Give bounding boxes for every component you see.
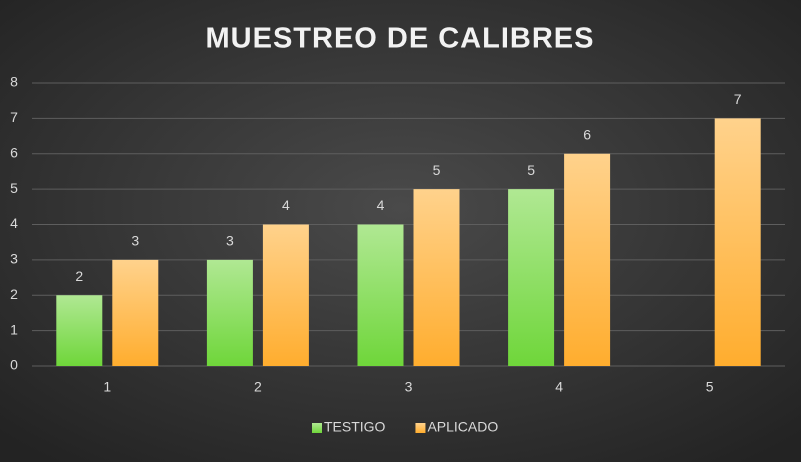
bar: [564, 153, 611, 366]
y-tick-label: 4: [10, 215, 18, 231]
bar: [413, 189, 460, 366]
data-label: 3: [226, 233, 234, 249]
data-label: 4: [377, 197, 385, 213]
bar: [206, 259, 253, 366]
bar: [56, 295, 103, 366]
x-tick-label: 4: [555, 379, 563, 395]
bar: [508, 189, 555, 366]
y-tick-label: 2: [10, 286, 18, 302]
y-tick-label: 7: [10, 109, 18, 125]
y-tick-label: 3: [10, 251, 18, 267]
y-tick-label: 5: [10, 180, 18, 196]
chart-title: MUESTREO DE CALIBRES: [206, 23, 595, 55]
legend-swatch: [312, 423, 322, 433]
x-tick-label: 1: [103, 379, 111, 395]
data-label: 4: [282, 197, 290, 213]
y-tick-label: 8: [10, 74, 18, 90]
legend-swatch: [415, 423, 426, 433]
y-tick-label: 0: [10, 357, 18, 373]
bar: [262, 224, 309, 366]
legend-label: APLICADO: [427, 419, 498, 435]
bar: [714, 118, 761, 366]
data-label: 7: [734, 91, 742, 107]
legend-label: TESTIGO: [324, 419, 386, 435]
y-tick-label: 6: [10, 144, 18, 160]
bar: [357, 224, 404, 366]
data-label: 6: [583, 126, 591, 142]
data-label: 5: [433, 162, 441, 178]
x-tick-label: 5: [706, 379, 714, 395]
x-tick-label: 3: [405, 379, 413, 395]
x-tick-label: 2: [254, 379, 262, 395]
bar: [112, 259, 159, 366]
data-label: 2: [75, 268, 83, 284]
y-tick-label: 1: [10, 321, 18, 337]
data-label: 3: [131, 233, 139, 249]
data-label: 5: [527, 162, 535, 178]
